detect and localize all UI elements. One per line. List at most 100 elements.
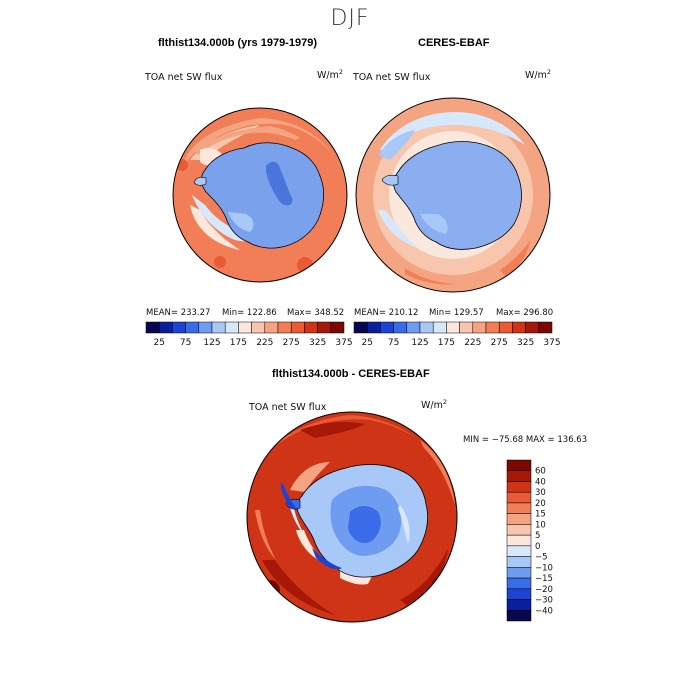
diff-colorbar-swatch [506,577,532,590]
obs-colorbar-tick-label: 225 [464,338,481,348]
obs-colorbar-swatch [419,321,434,334]
model-colorbar-swatch [238,321,252,334]
obs-colorbar-tick-label: 275 [491,338,508,348]
obs-colorbar-swatch [498,321,513,334]
model-ross-sea [228,212,254,232]
model-max-stat: Max= 348.52 [287,308,345,318]
obs-peninsula [381,174,399,186]
obs-map-border [355,97,551,293]
obs-colorbar-swatch [406,321,421,334]
diff-colorbar-swatch [506,610,532,622]
obs-colorbar-swatch [393,321,408,334]
obs-colorbar-swatch [525,321,540,334]
diff-minmax-stat: MIN = −75.68 MAX = 136.63 [463,435,588,445]
model-colorbar-swatch [172,321,186,334]
diff-colorbar-tick-label: 0 [535,542,540,552]
diff-panel-title: flthist134.000b - CERES-EBAF [272,368,430,380]
model-colorbar-swatch [211,321,226,334]
model-colorbar-swatch [330,321,345,334]
diff-colorbar-tick-label: −5 [535,553,548,563]
model-colorbar-tick-label: 225 [256,338,273,348]
diff-colorbar-tick-label: −30 [535,596,553,606]
diff-colorbar-swatch [506,545,532,557]
diff-colorbar-swatch [506,470,532,482]
model-colorbar-swatch [185,321,200,334]
diff-coast-strip [312,548,342,570]
obs-colorbar-tick-label: 75 [388,338,399,348]
model-colorbar-swatch [224,321,239,334]
model-colorbar: 25 75 125 175 225 275 325 375 [145,321,353,348]
obs-units-label: W/m2 [525,68,551,82]
diff-antarctica-edge [398,505,410,544]
diff-colorbar-swatch [506,599,532,611]
diff-colorbar-swatch [506,567,532,579]
diff-variable-label: TOA net SW flux [249,402,327,413]
model-colorbar-swatch [158,321,173,334]
diff-colorbar-tick-label: −40 [535,606,553,616]
obs-variable-label: TOA net SW flux [353,72,431,83]
diff-colorbar-swatch [506,524,532,536]
diff-colorbar-tick-label: 5 [535,531,540,541]
diff-colorbar-tick-label: −10 [535,563,553,573]
obs-colorbar-swatch [485,321,500,334]
diff-colorbar-swatch [506,513,532,525]
model-colorbar-swatch [290,321,305,334]
obs-colorbar-swatch [512,321,526,334]
diff-colorbar-swatch [506,588,532,600]
model-colorbar-tick-label: 75 [180,338,191,348]
obs-ross-sea [420,214,448,234]
model-mean-stat: MEAN= 233.27 [146,308,211,318]
model-panel-title: flthist134.000b (yrs 1979-1979) [158,37,317,49]
diff-colorbar-swatch [506,534,532,547]
model-variable-label: TOA net SW flux [145,72,223,83]
model-colorbar-swatch [251,321,266,334]
model-colorbar-tick-label: 175 [230,338,247,348]
diff-colorbar-tick-label: 20 [535,499,546,509]
model-colorbar-tick-label: 375 [335,338,352,348]
diff-antarctica-deep [348,506,381,544]
obs-colorbar-tick-label: 25 [361,338,372,348]
diff-map-border [246,411,458,623]
model-colorbar-tick-label: 325 [309,338,326,348]
model-peninsula [193,176,207,186]
obs-colorbar-tick-label: 375 [543,338,560,348]
obs-colorbar-tick-label: 325 [517,338,534,348]
diff-colorbar-tick-label: 10 [535,520,546,530]
model-colorbar-tick-label: 125 [203,338,220,348]
diff-colorbar-tick-label: 60 [535,467,546,477]
model-min-stat: Min= 122.86 [222,308,277,318]
obs-panel-title: CERES-EBAF [418,37,490,49]
obs-colorbar-swatch [538,321,553,334]
obs-colorbar-swatch [353,321,368,334]
obs-mean-stat: MEAN= 210.12 [354,308,419,318]
model-map-border [172,107,348,283]
diff-colorbar-tick-label: −15 [535,574,553,584]
obs-colorbar-tick-label: 125 [411,338,428,348]
diff-colorbar-swatch [506,481,532,493]
model-colorbar-swatch [264,321,279,334]
diff-colorbar-swatch [506,556,532,568]
diff-colorbar-tick-label: 30 [535,488,546,498]
season-title: DJF [330,6,370,31]
obs-colorbar-swatch [366,321,381,334]
diff-colorbar-tick-label: 15 [535,510,546,520]
diff-colorbar-swatch [506,491,532,504]
obs-colorbar-swatch [472,321,487,334]
diff-units-label: W/m2 [421,398,447,412]
obs-colorbar-swatch [459,321,474,334]
diff-colorbar-swatch [506,459,532,471]
model-colorbar-tick-label: 25 [153,338,164,348]
obs-min-stat: Min= 129.57 [429,308,484,318]
obs-colorbar-swatch [446,321,460,334]
obs-colorbar-swatch [380,321,394,334]
obs-antarctica [393,141,522,250]
model-colorbar-swatch [304,321,318,334]
diff-colorbar-swatch [506,502,532,514]
obs-max-stat: Max= 296.80 [496,308,554,318]
model-units-label: W/m2 [317,68,343,82]
model-colorbar-swatch [145,321,160,334]
model-antarctica-ice-core [266,161,293,206]
obs-colorbar: 25 75 125 175 225 275 325 375 [353,321,561,348]
